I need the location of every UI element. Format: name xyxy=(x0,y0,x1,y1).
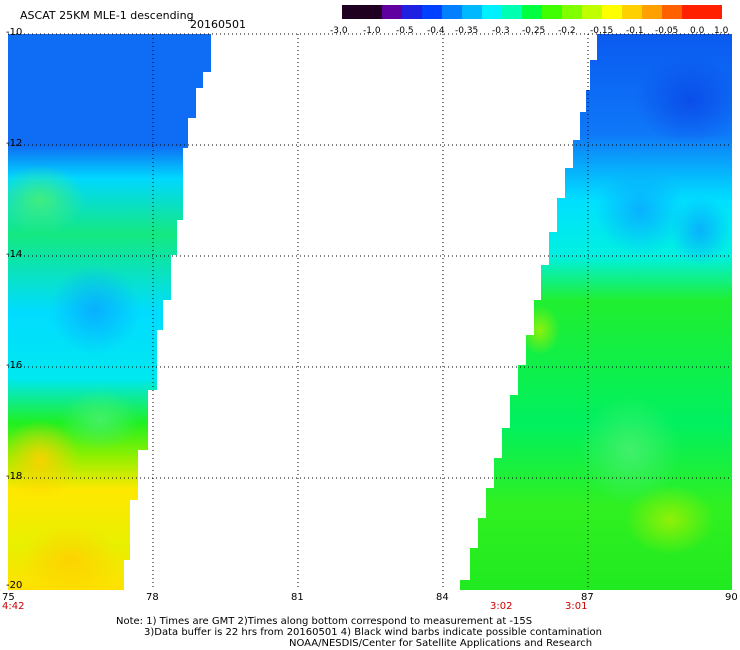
colorbar-label: -0.3 xyxy=(492,26,510,36)
colorbar-label: -0.5 xyxy=(396,26,414,36)
colorbar-label: -0.15 xyxy=(590,26,614,36)
lat-label: -20 xyxy=(6,580,23,591)
lat-label: -12 xyxy=(6,138,23,149)
lon-label: 87 xyxy=(581,592,594,603)
colorbar-label: -0.2 xyxy=(558,26,576,36)
lon-label: 81 xyxy=(291,592,304,603)
lon-label: 90 xyxy=(725,592,738,603)
colorbar-label: -0.35 xyxy=(455,26,479,36)
colorbar-label: 0.0 xyxy=(690,26,705,36)
colorbar-label: -0.4 xyxy=(427,26,445,36)
colorbar-label: -0.25 xyxy=(522,26,546,36)
colorbar-label: 1.0 xyxy=(714,26,729,36)
colorbar xyxy=(342,5,722,19)
colorbar-label: -1.0 xyxy=(363,26,381,36)
swath-time: 4:42 xyxy=(2,601,25,612)
graticule xyxy=(8,33,732,590)
lon-label: 78 xyxy=(146,592,159,603)
note-line: 3)Data buffer is 22 hrs from 20160501 4)… xyxy=(144,627,602,638)
lat-label: -16 xyxy=(6,360,23,371)
colorbar-label: -0.1 xyxy=(626,26,644,36)
colorbar-label: -3.0 xyxy=(330,26,348,36)
colorbar-label: -0.05 xyxy=(655,26,679,36)
note-line: Note: 1) Times are GMT 2)Times along bot… xyxy=(116,616,533,627)
product-date: 20160501 xyxy=(190,18,246,31)
lon-label: 84 xyxy=(436,592,449,603)
lat-label: -10 xyxy=(6,27,23,38)
lon-label: 75 xyxy=(2,592,15,603)
swath-time: 3:02 xyxy=(490,601,513,612)
lat-label: -14 xyxy=(6,249,23,260)
product-title: ASCAT 25KM MLE-1 descending xyxy=(20,9,194,22)
lat-label: -18 xyxy=(6,471,23,482)
swath-time: 3:01 xyxy=(565,601,588,612)
note-credit: NOAA/NESDIS/Center for Satellite Applica… xyxy=(289,638,593,649)
